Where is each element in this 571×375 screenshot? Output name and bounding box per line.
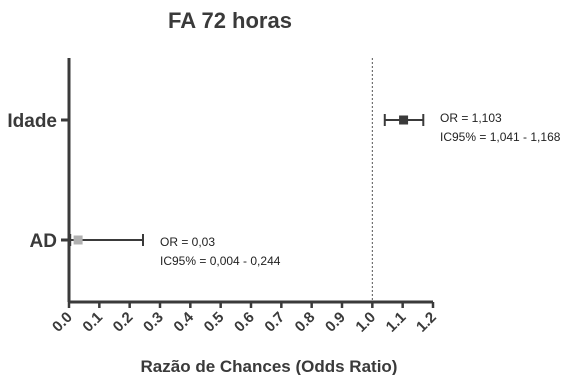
x-tick-label: 0.7: [261, 309, 288, 336]
annotation-or: OR = 1,103: [440, 111, 502, 125]
x-ticks: 0.0 0.1 0.2 0.3 0.4 0.5 0.6 0.7 0.8 0.9 1.0 1.1 1.2: [49, 302, 440, 336]
x-tick-label: 0.4: [170, 308, 197, 335]
chart-title: FA 72 horas: [168, 8, 292, 33]
x-tick-label: 0.8: [292, 309, 319, 336]
x-tick-label: 0.2: [110, 309, 137, 336]
x-tick-label: 1.0: [352, 309, 379, 336]
x-tick-label: 0.6: [231, 309, 258, 336]
x-tick-label: 1.1: [383, 309, 410, 336]
annotation-or: OR = 0,03: [160, 235, 215, 249]
x-tick-label: 0.5: [201, 309, 228, 336]
row-label: Idade: [7, 111, 57, 132]
x-tick-label: 0.1: [79, 309, 106, 336]
x-tick-label: 1.2: [413, 309, 440, 336]
row-label: AD: [30, 231, 57, 252]
x-tick-label: 0.3: [140, 309, 167, 336]
forest-rows: Idade OR = 1,103 IC95% = 1,041 - 1,168 AD OR…: [7, 111, 560, 268]
x-tick-label: 0.0: [49, 309, 76, 336]
point-estimate: [399, 115, 409, 125]
annotation-ci: IC95% = 1,041 - 1,168: [440, 130, 561, 144]
point-estimate: [73, 235, 83, 245]
x-axis-label: Razão de Chances (Odds Ratio): [141, 357, 398, 375]
annotation-ci: IC95% = 0,004 - 0,244: [160, 254, 281, 268]
x-tick-label: 0.9: [322, 309, 349, 336]
